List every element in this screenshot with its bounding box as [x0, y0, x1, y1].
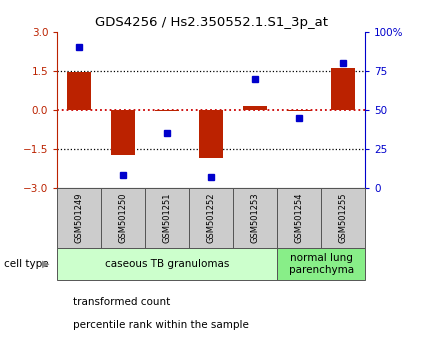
Bar	[331, 68, 356, 110]
Text: GSM501252: GSM501252	[207, 193, 216, 243]
Bar	[277, 188, 321, 248]
Bar	[321, 188, 365, 248]
Bar	[57, 248, 277, 280]
Title: GDS4256 / Hs2.350552.1.S1_3p_at: GDS4256 / Hs2.350552.1.S1_3p_at	[95, 16, 328, 29]
Text: GSM501253: GSM501253	[251, 192, 260, 243]
Text: GSM501255: GSM501255	[339, 193, 348, 243]
Bar	[243, 106, 268, 110]
Bar	[233, 188, 277, 248]
Bar	[155, 110, 180, 111]
Bar	[277, 248, 365, 280]
Bar	[101, 188, 145, 248]
Text: caseous TB granulomas: caseous TB granulomas	[105, 259, 229, 269]
Bar	[57, 188, 101, 248]
Text: GSM501250: GSM501250	[119, 193, 128, 243]
Bar	[199, 110, 224, 158]
Text: percentile rank within the sample: percentile rank within the sample	[73, 320, 249, 330]
Text: GSM501254: GSM501254	[295, 193, 304, 243]
Bar	[287, 110, 312, 111]
Bar	[145, 188, 189, 248]
Text: cell type: cell type	[4, 259, 49, 269]
Text: transformed count: transformed count	[73, 297, 170, 307]
Text: GSM501249: GSM501249	[75, 193, 84, 243]
Bar	[189, 188, 233, 248]
Bar	[111, 110, 136, 155]
Text: GSM501251: GSM501251	[163, 193, 172, 243]
Bar	[67, 72, 92, 110]
Text: ▶: ▶	[42, 259, 49, 269]
Text: normal lung
parenchyma: normal lung parenchyma	[289, 253, 354, 275]
